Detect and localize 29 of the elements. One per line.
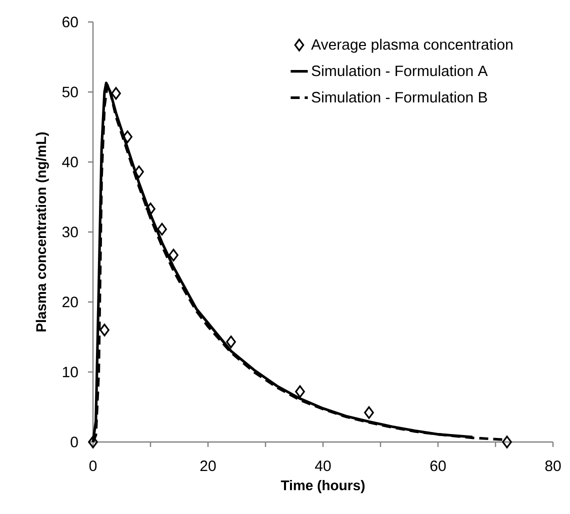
y-tick-label: 30 — [62, 226, 78, 238]
y-tick-label: 20 — [62, 296, 78, 308]
legend-label: Simulation - Formulation B — [312, 92, 487, 103]
legend-label: Simulation - Formulation A — [312, 65, 488, 76]
point — [111, 87, 121, 100]
point — [226, 336, 236, 348]
y-tick-label: 50 — [62, 86, 78, 98]
point — [100, 324, 110, 336]
y-tick-label: 60 — [62, 16, 78, 28]
point — [168, 248, 178, 262]
point — [88, 436, 98, 448]
x-axis-title: Time (hours) — [280, 480, 365, 494]
y-tick-label: 0 — [70, 436, 78, 448]
y-tick-label: 10 — [62, 366, 78, 378]
x-tick-label: 60 — [430, 460, 446, 472]
point — [157, 222, 167, 236]
point — [146, 202, 156, 216]
x-tick-label: 20 — [200, 460, 216, 472]
point — [364, 406, 374, 419]
x-tick-label: 40 — [315, 460, 331, 472]
point — [134, 165, 144, 178]
point — [295, 385, 305, 398]
x-tick-label: 0 — [89, 460, 97, 472]
y-axis-title: Plasma concentration (ng/mL) — [36, 132, 49, 332]
legend-label: Average plasma concentration — [311, 38, 512, 53]
x-tick-label: 80 — [545, 460, 561, 472]
point — [122, 130, 132, 144]
point — [502, 436, 512, 448]
y-tick-label: 40 — [62, 156, 78, 168]
